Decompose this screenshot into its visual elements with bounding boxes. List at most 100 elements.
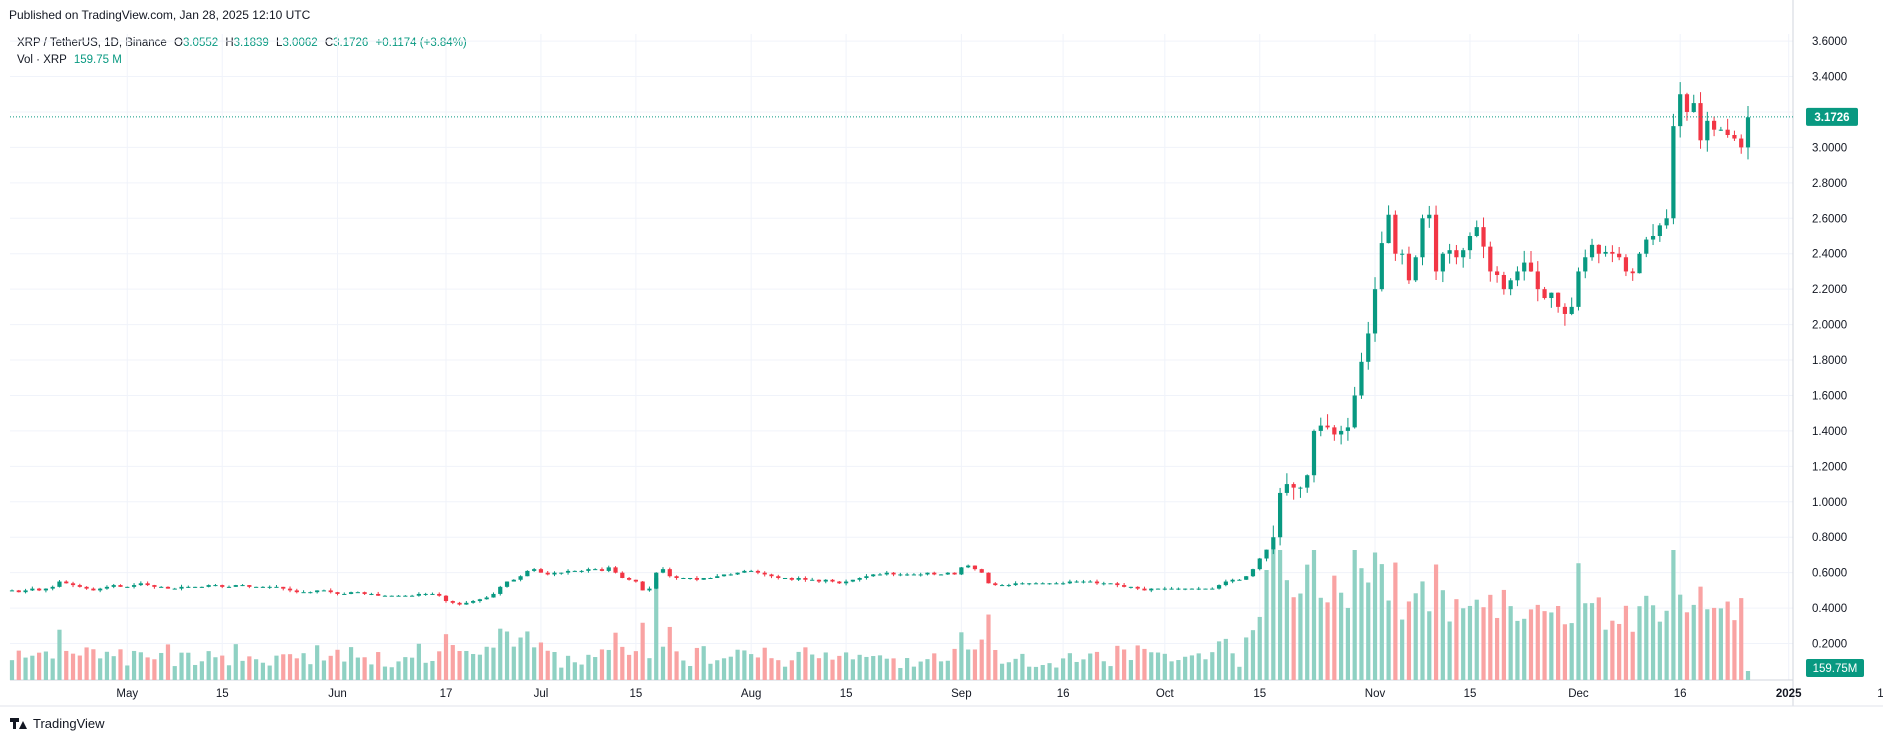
volume-bar [1169,661,1174,680]
candle-body [1216,585,1222,589]
candle-body [1393,214,1398,254]
volume-bar [1583,603,1588,680]
volume-bar [728,656,733,680]
volume-bar [532,647,537,680]
candle-body [993,583,998,586]
high-label: H [225,37,234,49]
volume-bar [1122,649,1127,680]
candle-body [816,579,822,582]
volume-bar [1393,562,1398,680]
volume-bar [843,652,849,680]
volume-bar [816,658,822,680]
candle-body [1169,588,1174,590]
low-label: L [276,37,283,49]
candle-body [30,588,35,591]
volume-bar [220,655,225,680]
volume-bar [1488,594,1493,680]
y-tick-label: 3.6000 [1812,36,1847,48]
candle-body [1644,239,1649,254]
volume-bar [511,646,516,680]
candle-body [23,590,28,593]
candle-body [98,588,103,591]
candle-body [694,577,700,580]
candle-body [1664,218,1669,226]
volume-bar [606,649,611,680]
volume-bar [1006,662,1011,680]
volume-bar [1725,601,1730,680]
candle-body [660,569,666,573]
volume-bar [1569,623,1574,680]
candle-body [389,595,394,597]
volume-bar [1345,607,1351,680]
volume-bar [233,644,238,680]
candle-body [640,581,645,591]
volume-label[interactable]: Vol · XRP [17,54,67,66]
candle-body [1732,134,1737,139]
volume-bar [1440,590,1445,680]
candle-body [599,569,605,571]
volume-bar [1203,659,1208,680]
volume-bar [810,654,815,680]
volume-bar [77,655,82,680]
volume-bar [918,661,923,680]
volume-bar [993,649,998,680]
candle-body [1013,583,1018,586]
candle-body [57,581,62,587]
candle-body [267,586,272,588]
candle-body [877,574,883,576]
x-tick-label: Oct [1156,688,1175,700]
volume-bar [999,663,1005,680]
candle-body [572,570,577,572]
candle-body [735,572,740,575]
volume-bar [9,660,15,680]
y-tick-label: 0.6000 [1812,568,1847,580]
volume-bar [91,649,96,680]
candle-body [131,585,137,587]
volume-bar [1528,609,1534,680]
last-volume-badge-bg [1806,659,1864,677]
candle-body [1108,583,1113,585]
candle-body [633,579,638,582]
volume-bar [504,631,510,680]
x-tick-label: 15 [1464,688,1477,700]
symbol-label[interactable]: XRP / TetherUS, 1D, Binance [17,37,167,49]
tradingview-brand[interactable]: TradingView [10,716,105,731]
candle-body [1135,586,1140,589]
candle-body [1020,583,1025,585]
candle-body [1678,94,1683,127]
candle-body [708,577,713,579]
volume-bar [565,655,571,680]
volume-bar [1033,666,1039,680]
candle-body [538,569,544,573]
volume-bar [837,655,842,680]
candle-body [1535,271,1540,290]
candle-body [1522,262,1527,272]
candle-body [315,590,320,593]
candle-body [1623,257,1629,272]
volume-bar [1352,550,1357,680]
candle-body [125,586,130,588]
volume-bar [301,653,306,680]
open-label: O [174,37,183,49]
candle-body [1345,427,1351,431]
volume-bar [552,652,557,680]
candle-body [721,574,727,577]
candle-body [1617,253,1622,258]
candle-body [471,601,476,603]
candle-body [1379,243,1384,290]
candle-body [864,576,869,578]
candle-body [1101,583,1106,585]
candle-body [925,572,930,575]
candle-body [999,585,1005,587]
volume-bar [1074,661,1079,680]
volume-bar [1047,663,1052,680]
candle-body [1352,395,1357,428]
candle-body [674,576,679,578]
candle-body [1705,120,1710,141]
candle-body [579,570,584,572]
candle-body [1074,581,1079,583]
volume-bar [396,661,401,680]
volume-bar [593,657,598,680]
volume-bar [1413,593,1418,680]
